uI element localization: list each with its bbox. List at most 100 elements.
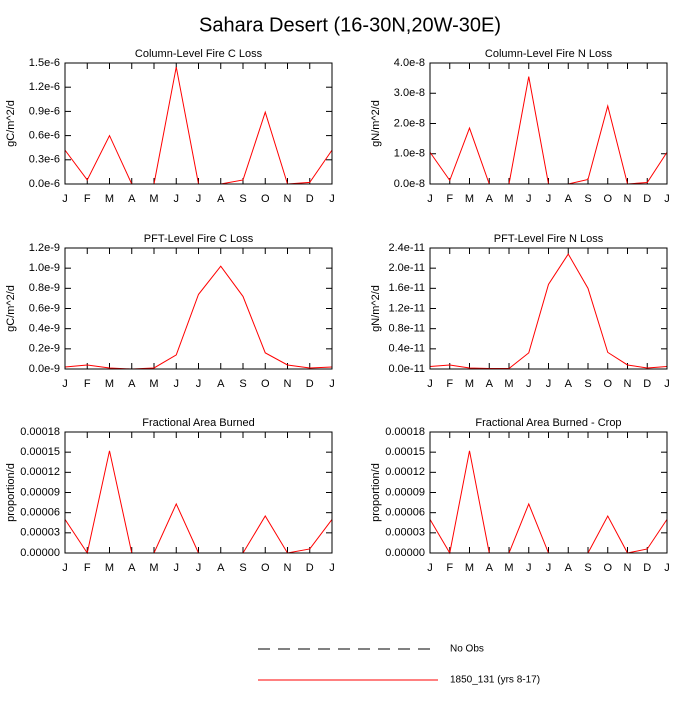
- x-tick-label: A: [486, 378, 494, 390]
- y-tick-label: 0.6e-9: [29, 302, 60, 314]
- x-tick-label: O: [261, 193, 270, 205]
- x-tick-label: A: [565, 562, 573, 574]
- plot-frame: [64, 62, 333, 185]
- x-tick-label: O: [603, 378, 612, 390]
- y-tick-label: 1.2e-6: [29, 81, 60, 93]
- x-tick-label: D: [643, 562, 651, 574]
- y-tick-label: 0.8e-11: [389, 323, 426, 335]
- y-tick-label: 0.4e-11: [389, 343, 426, 355]
- x-tick-label: F: [84, 193, 91, 205]
- data-line: [64, 66, 333, 185]
- x-tick-label: J: [546, 193, 552, 205]
- x-tick-label: D: [306, 193, 314, 205]
- x-tick-label: M: [465, 193, 474, 205]
- x-tick-label: M: [149, 378, 158, 390]
- x-tick-label: J: [174, 562, 180, 574]
- panel-title: PFT-Level Fire C Loss: [144, 233, 254, 245]
- figure-title: Sahara Desert (16-30N,20W-30E): [199, 14, 501, 36]
- y-tick-label: 0.00012: [385, 466, 425, 478]
- panel-title: Column-Level Fire N Loss: [485, 48, 613, 60]
- panel-title: Fractional Area Burned - Crop: [475, 417, 621, 429]
- y-tick-label: 3.0e-8: [394, 87, 425, 99]
- data-line: [429, 253, 668, 369]
- x-tick-label: M: [105, 378, 114, 390]
- y-tick-label: 0.00015: [385, 446, 425, 458]
- y-tick-label: 1.0e-9: [29, 262, 60, 274]
- y-tick-label: 0.2e-9: [29, 343, 60, 355]
- y-tick-label: 0.00012: [20, 466, 60, 478]
- x-tick-label: M: [105, 193, 114, 205]
- y-tick-label: 0.8e-9: [29, 282, 60, 294]
- y-tick-label: 2.0e-8: [394, 117, 425, 129]
- y-axis-label: gN/m^2/d: [370, 100, 382, 147]
- y-axis-label: gN/m^2/d: [370, 285, 382, 332]
- y-tick-label: 2.4e-11: [389, 242, 426, 254]
- plot-frame: [429, 431, 668, 554]
- x-tick-label: S: [584, 562, 591, 574]
- x-tick-label: A: [128, 378, 136, 390]
- x-tick-label: J: [546, 562, 552, 574]
- x-tick-label: J: [174, 193, 180, 205]
- x-tick-label: M: [149, 562, 158, 574]
- y-tick-label: 0.4e-9: [29, 323, 60, 335]
- x-tick-label: O: [261, 562, 270, 574]
- x-tick-label: J: [62, 378, 68, 390]
- y-axis-label: proportion/d: [5, 463, 17, 522]
- y-tick-label: 0.00006: [20, 507, 60, 519]
- x-tick-label: N: [624, 562, 632, 574]
- y-tick-label: 0.0e-9: [29, 363, 60, 375]
- x-tick-label: J: [62, 562, 68, 574]
- y-tick-label: 0.0e-11: [389, 363, 426, 375]
- legend-label: No Obs: [450, 644, 484, 655]
- x-tick-label: J: [427, 378, 433, 390]
- y-tick-label: 0.0e-6: [29, 178, 60, 190]
- x-tick-label: A: [565, 193, 573, 205]
- panel-title: Column-Level Fire C Loss: [135, 48, 263, 60]
- x-tick-label: F: [84, 562, 91, 574]
- data-line: [429, 76, 668, 185]
- x-tick-label: O: [603, 562, 612, 574]
- x-tick-label: O: [261, 378, 270, 390]
- x-tick-label: M: [504, 562, 513, 574]
- y-tick-label: 0.00000: [385, 547, 425, 559]
- x-tick-label: M: [504, 193, 513, 205]
- x-tick-label: N: [624, 378, 632, 390]
- y-axis-label: proportion/d: [370, 463, 382, 522]
- x-tick-label: A: [486, 562, 494, 574]
- x-tick-label: D: [643, 378, 651, 390]
- y-tick-label: 0.00000: [20, 547, 60, 559]
- x-tick-label: A: [486, 193, 494, 205]
- x-tick-label: N: [284, 193, 292, 205]
- y-tick-label: 0.0e-8: [394, 178, 425, 190]
- x-tick-label: D: [643, 193, 651, 205]
- x-tick-label: J: [546, 378, 552, 390]
- x-tick-label: J: [526, 378, 532, 390]
- x-tick-label: M: [504, 378, 513, 390]
- panel-title: Fractional Area Burned: [142, 417, 255, 429]
- y-tick-label: 1.2e-11: [389, 302, 426, 314]
- x-tick-label: S: [239, 378, 246, 390]
- y-tick-label: 0.00006: [385, 507, 425, 519]
- data-line: [429, 450, 668, 555]
- y-tick-label: 1.5e-6: [29, 57, 60, 69]
- x-tick-label: A: [217, 378, 225, 390]
- y-tick-label: 0.00018: [20, 426, 60, 438]
- x-tick-label: M: [149, 193, 158, 205]
- x-tick-label: J: [329, 378, 335, 390]
- x-tick-label: F: [446, 193, 453, 205]
- y-tick-label: 1.6e-11: [389, 282, 426, 294]
- y-tick-label: 0.9e-6: [29, 105, 60, 117]
- x-tick-label: J: [526, 193, 532, 205]
- y-axis-label: gC/m^2/d: [5, 100, 17, 147]
- x-tick-label: J: [427, 562, 433, 574]
- x-tick-label: D: [306, 378, 314, 390]
- y-tick-label: 1.0e-8: [394, 148, 425, 160]
- x-tick-label: J: [174, 378, 180, 390]
- panel-title: PFT-Level Fire N Loss: [494, 233, 604, 245]
- x-tick-label: M: [465, 378, 474, 390]
- plot-frame: [429, 247, 668, 370]
- x-tick-label: S: [584, 378, 591, 390]
- plot-frame: [429, 62, 668, 185]
- y-tick-label: 0.00018: [385, 426, 425, 438]
- x-tick-label: M: [105, 562, 114, 574]
